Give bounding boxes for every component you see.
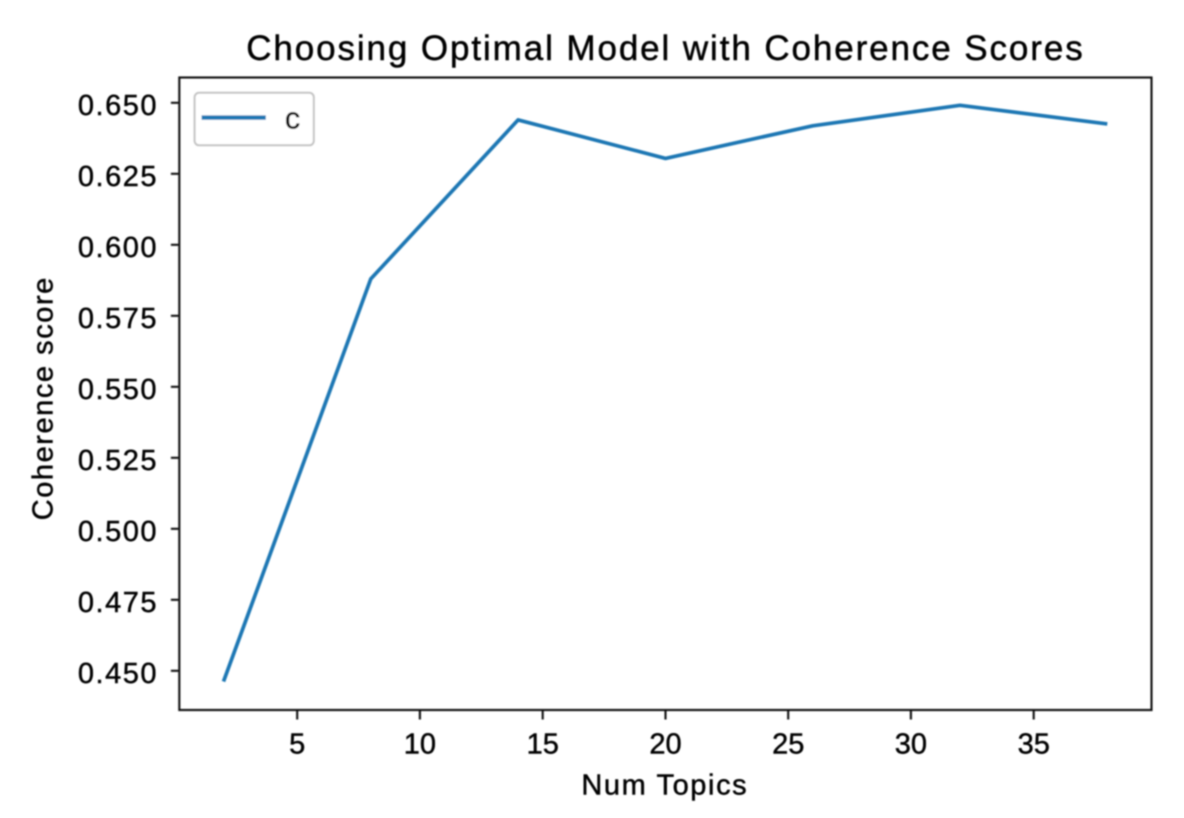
svg-text:25: 25 xyxy=(772,729,804,761)
svg-text:5: 5 xyxy=(289,729,305,761)
svg-text:c: c xyxy=(285,102,300,136)
svg-text:20: 20 xyxy=(649,729,681,761)
svg-text:35: 35 xyxy=(1018,729,1050,761)
svg-text:0.500: 0.500 xyxy=(78,516,158,548)
svg-text:0.450: 0.450 xyxy=(78,658,158,690)
svg-text:0.475: 0.475 xyxy=(78,587,158,619)
svg-text:15: 15 xyxy=(527,729,559,761)
svg-text:0.650: 0.650 xyxy=(78,90,158,122)
svg-text:0.525: 0.525 xyxy=(78,445,158,477)
svg-text:Choosing Optimal Model with Co: Choosing Optimal Model with Coherence Sc… xyxy=(246,29,1084,68)
svg-text:0.550: 0.550 xyxy=(78,374,158,406)
svg-text:30: 30 xyxy=(895,729,927,761)
svg-text:0.625: 0.625 xyxy=(78,161,158,193)
svg-text:0.600: 0.600 xyxy=(78,232,158,264)
svg-text:10: 10 xyxy=(404,729,436,761)
svg-text:Coherence score: Coherence score xyxy=(28,276,60,520)
svg-text:Num Topics: Num Topics xyxy=(581,770,748,802)
svg-text:0.575: 0.575 xyxy=(78,303,158,335)
